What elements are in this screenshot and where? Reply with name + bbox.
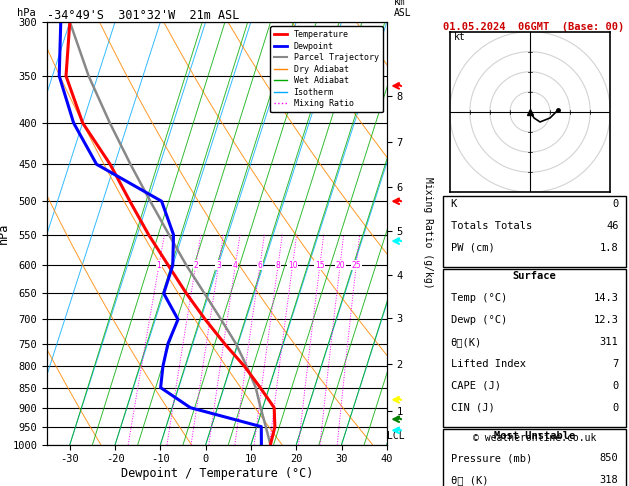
Text: Surface: Surface [513,271,557,281]
Text: -34°49'S  301°32'W  21m ASL: -34°49'S 301°32'W 21m ASL [47,9,240,22]
Text: 8: 8 [276,261,281,270]
Text: hPa: hPa [16,8,35,17]
Text: 0: 0 [612,199,618,208]
Text: 20: 20 [335,261,345,270]
Text: km
ASL: km ASL [394,0,411,17]
Text: Temp (°C): Temp (°C) [451,293,507,303]
Text: 318: 318 [600,475,618,485]
Text: Dewp (°C): Dewp (°C) [451,315,507,325]
Text: 850: 850 [600,453,618,463]
Text: Pressure (mb): Pressure (mb) [451,453,532,463]
Text: Mixing Ratio (g/kg): Mixing Ratio (g/kg) [423,177,433,289]
Text: 15: 15 [315,261,325,270]
Bar [443,196,626,267]
Text: CAPE (J): CAPE (J) [451,381,501,391]
Text: 10: 10 [287,261,298,270]
Text: 311: 311 [600,337,618,347]
Text: 3: 3 [216,261,221,270]
Text: 7: 7 [612,359,618,369]
Text: θᴇ(K): θᴇ(K) [451,337,482,347]
Text: θᴇ (K): θᴇ (K) [451,475,488,485]
Legend: Temperature, Dewpoint, Parcel Trajectory, Dry Adiabat, Wet Adiabat, Isotherm, Mi: Temperature, Dewpoint, Parcel Trajectory… [270,26,382,112]
X-axis label: Dewpoint / Temperature (°C): Dewpoint / Temperature (°C) [121,467,313,480]
Text: 4: 4 [233,261,238,270]
Text: 0: 0 [612,381,618,391]
Text: © weatheronline.co.uk: © weatheronline.co.uk [473,433,596,443]
Text: 6: 6 [257,261,262,270]
Bar [443,429,626,486]
Text: 25: 25 [352,261,361,270]
Text: 1: 1 [157,261,162,270]
Y-axis label: hPa: hPa [0,223,9,244]
Text: 14.3: 14.3 [594,293,618,303]
Bar [443,269,626,427]
Text: Most Unstable: Most Unstable [494,431,576,441]
Text: 0: 0 [612,403,618,413]
Text: 12.3: 12.3 [594,315,618,325]
Text: 2: 2 [193,261,198,270]
Text: kt: kt [454,32,465,42]
Text: 46: 46 [606,221,618,230]
Text: K: K [451,199,457,208]
Text: CIN (J): CIN (J) [451,403,494,413]
Text: LCL: LCL [387,431,404,441]
Text: Lifted Index: Lifted Index [451,359,526,369]
Text: 01.05.2024  06GMT  (Base: 00): 01.05.2024 06GMT (Base: 00) [443,22,625,32]
Text: PW (cm): PW (cm) [451,243,494,253]
Text: 1.8: 1.8 [600,243,618,253]
Text: Totals Totals: Totals Totals [451,221,532,230]
